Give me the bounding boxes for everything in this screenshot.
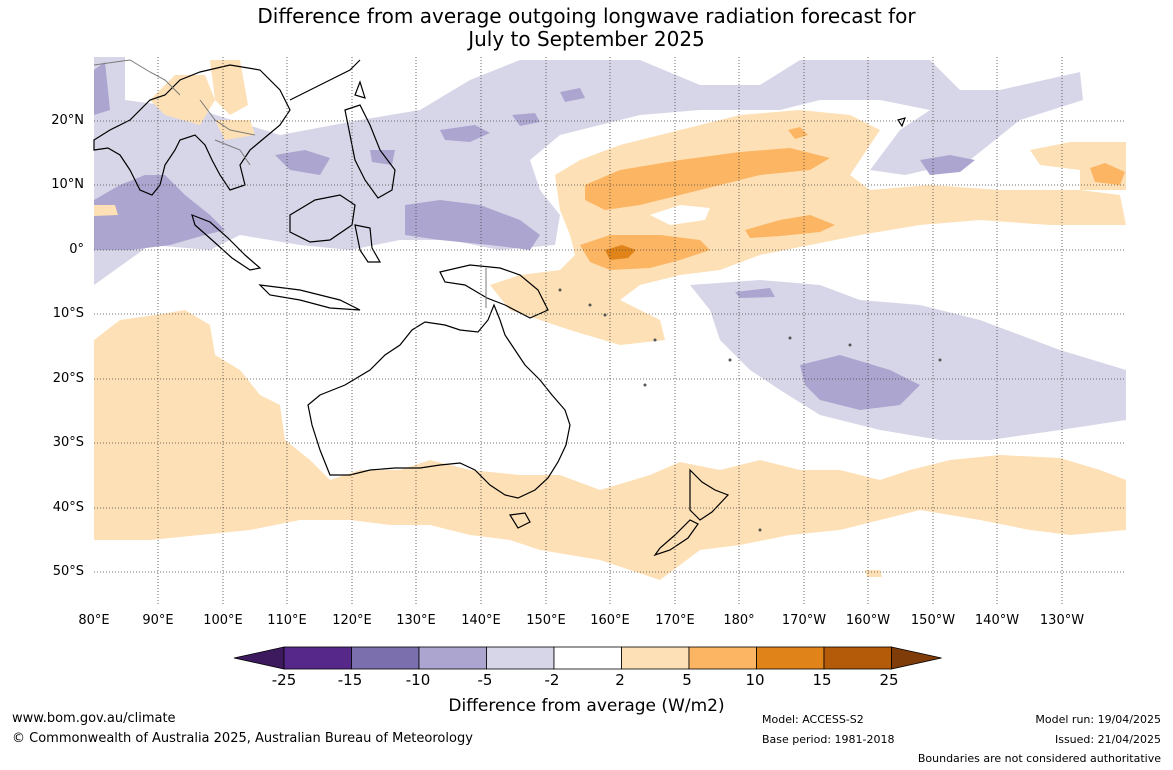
positive-anomaly-medium <box>580 127 1125 270</box>
lon-label: 150°W <box>910 613 956 628</box>
issued-text: Issued: 21/04/2025 <box>1054 733 1161 746</box>
colorbar-segment <box>553 646 622 670</box>
anomaly-map <box>93 57 1126 605</box>
new-zealand-outline <box>689 468 730 521</box>
lon-label: 130°W <box>1039 613 1085 628</box>
colorbar-segment <box>756 646 825 670</box>
negative-anomaly-medium <box>94 62 975 410</box>
website-link[interactable]: www.bom.gov.au/climate <box>12 711 176 726</box>
asia-outline <box>93 64 291 196</box>
graticule <box>94 57 1126 605</box>
colorbar-extend-low <box>233 646 285 670</box>
lat-label: 10°S <box>52 306 84 321</box>
colorbar-tick-label: -2 <box>544 671 560 689</box>
base-period-text: Base period: 1981-2018 <box>762 733 895 746</box>
copyright-text: © Commonwealth of Australia 2025, Austra… <box>12 731 473 746</box>
colorbar-title: Difference from average (W/m2) <box>448 696 725 716</box>
coastlines <box>93 59 906 557</box>
colorbar-extend-high <box>891 646 942 670</box>
map-title-line2: July to September 2025 <box>468 27 705 51</box>
colorbar-tick-label: -5 <box>477 671 493 689</box>
lon-label: 140°E <box>461 613 501 628</box>
lon-label: 130°E <box>396 613 436 628</box>
lon-label: 90°E <box>142 613 174 628</box>
lon-label: 170°W <box>781 613 827 628</box>
colorbar-segment <box>823 646 892 670</box>
lat-label: 10°N <box>51 177 84 192</box>
lon-label: 80°E <box>78 613 110 628</box>
colorbar-segment <box>351 646 420 670</box>
colorbar-segment <box>688 646 757 670</box>
colorbar-segment <box>418 646 487 670</box>
negative-anomaly-light <box>94 57 1126 440</box>
lon-label: 160°E <box>590 613 630 628</box>
lon-label: 140°W <box>974 613 1020 628</box>
lat-label: 0° <box>69 242 84 257</box>
lon-label: 160°W <box>845 613 891 628</box>
lat-label: 50°S <box>52 564 84 579</box>
colorbar-tick-label: 15 <box>812 671 832 689</box>
colorbar-tick-label: 25 <box>879 671 899 689</box>
disclaimer-text: Boundaries are not considered authoritat… <box>917 752 1161 765</box>
lat-label: 30°S <box>52 435 84 450</box>
lon-label: 180° <box>723 613 755 628</box>
positive-anomaly-strong <box>605 245 636 260</box>
lat-label: 20°S <box>52 371 84 386</box>
colorbar-tick-label: 10 <box>745 671 765 689</box>
lat-label: 40°S <box>52 500 84 515</box>
model-run-text: Model run: 19/04/2025 <box>1035 713 1161 726</box>
australia-outline <box>307 303 571 499</box>
colorbar-tick-label: -15 <box>337 671 363 689</box>
colorbar-tick-label: -10 <box>405 671 431 689</box>
philippines-outline <box>344 104 396 199</box>
model-text: Model: ACCESS-S2 <box>762 713 864 726</box>
lat-label: 20°N <box>51 113 84 128</box>
colorbar-segment <box>621 646 690 670</box>
colorbar-tick-label: -25 <box>271 671 297 689</box>
colorbar-tick-label: 2 <box>615 671 625 689</box>
lon-label: 150°E <box>526 613 566 628</box>
white-gap <box>650 205 710 225</box>
map-title-line1: Difference from average outgoing longwav… <box>257 4 916 28</box>
lon-label: 110°E <box>267 613 307 628</box>
lon-label: 100°E <box>203 613 243 628</box>
colorbar-tick-label: 5 <box>682 671 692 689</box>
colorbar-segment <box>486 646 555 670</box>
colorbar-segment <box>283 646 352 670</box>
lon-label: 170°E <box>655 613 695 628</box>
lon-label: 120°E <box>332 613 372 628</box>
country-borders <box>93 59 487 308</box>
sumatra-outline <box>191 213 262 271</box>
